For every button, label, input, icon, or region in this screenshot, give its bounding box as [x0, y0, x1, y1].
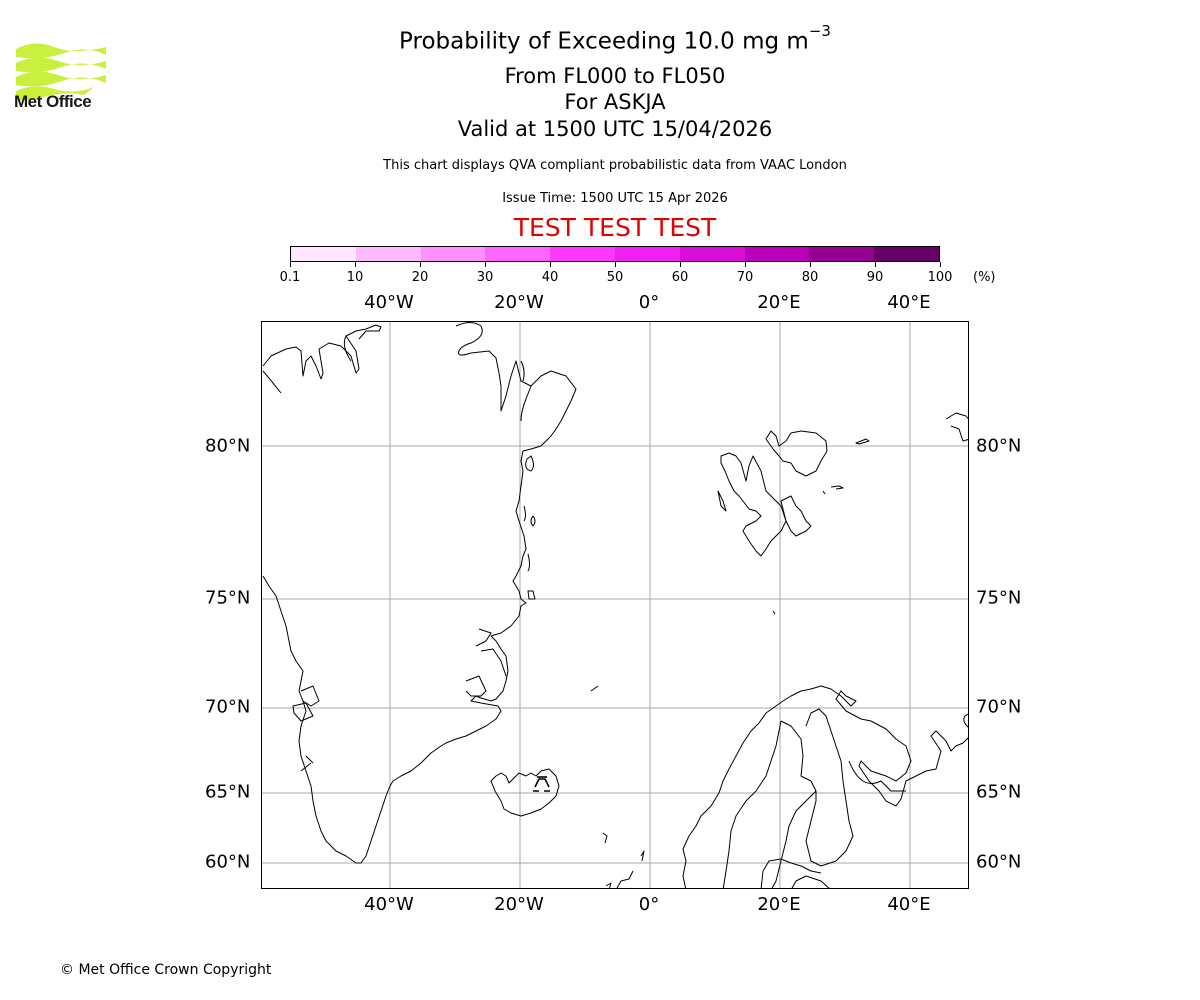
shetland — [640, 850, 645, 862]
lon-label-top: 40°E — [887, 292, 931, 313]
colorbar-tick — [355, 262, 356, 267]
lon-label-bottom: 40°W — [364, 894, 414, 915]
kvitoya — [855, 438, 870, 445]
valid-time: Valid at 1500 UTC 15/04/2026 — [457, 117, 773, 141]
lat-label-left: 60°N — [205, 851, 251, 873]
colorbar-tick-label: 80 — [801, 270, 819, 285]
lat-label-left: 70°N — [205, 696, 251, 718]
colorbar-tick-label: 10 — [346, 270, 364, 285]
lon-label-top: 20°E — [757, 292, 801, 313]
gridlines — [262, 322, 968, 888]
lat-label-left: 80°N — [205, 435, 251, 457]
colorbar-tick — [615, 262, 616, 267]
colorbar-segment — [550, 247, 615, 261]
volcano-marker-icon — [533, 776, 550, 792]
chart-description: This chart displays QVA compliant probab… — [383, 158, 847, 173]
colorbar-unit: (%) — [973, 270, 996, 285]
colorbar-segment — [809, 247, 875, 261]
lon-label-bottom: 40°E — [887, 894, 931, 915]
colorbar-tick-label: 50 — [606, 270, 624, 285]
lat-label-left: 65°N — [205, 781, 251, 803]
colorbar-tick-label: 90 — [866, 270, 884, 285]
map-frame[interactable] — [261, 321, 969, 889]
colorbar-tick — [290, 262, 291, 267]
colorbar-segment — [874, 247, 939, 261]
volcano-name: For ASKJA — [564, 90, 666, 114]
lon-label-top: 20°W — [494, 292, 544, 313]
jan-mayen — [590, 685, 599, 692]
probability-colorbar — [290, 246, 940, 262]
scandinavia-coast — [682, 685, 968, 888]
colorbar-tick — [745, 262, 746, 267]
colorbar-tick — [810, 262, 811, 267]
copyright-notice: © Met Office Crown Copyright — [60, 962, 272, 978]
lon-label-bottom: 20°E — [757, 894, 801, 915]
colorbar-tick-label: 20 — [411, 270, 429, 285]
lat-label-left: 75°N — [205, 587, 251, 609]
colorbar-segment — [485, 247, 551, 261]
colorbar-tick-label: 70 — [736, 270, 754, 285]
colorbar-segment — [420, 247, 486, 261]
lat-label-right: 80°N — [976, 435, 1022, 457]
colorbar-segment — [355, 247, 421, 261]
colorbar-tick — [940, 262, 941, 267]
test-banner: TEST TEST TEST — [513, 213, 717, 242]
franz-josef-land — [945, 412, 968, 442]
chart-title: Probability of Exceeding 10.0 mg m−3 — [399, 22, 831, 55]
lon-label-top: 40°W — [364, 292, 414, 313]
colorbar-tick — [485, 262, 486, 267]
colorbar-tick — [550, 262, 551, 267]
bear-island — [772, 610, 776, 615]
colorbar-segment — [679, 247, 745, 261]
met-office-wave-logo-icon — [16, 43, 106, 101]
issue-time: Issue Time: 1500 UTC 15 Apr 2026 — [502, 191, 728, 206]
colorbar-segment — [744, 247, 810, 261]
lon-label-bottom: 20°W — [494, 894, 544, 915]
colorbar-tick-label: 0.1 — [279, 270, 301, 285]
greenland-north-coast — [262, 324, 382, 380]
colorbar-tick — [680, 262, 681, 267]
colorbar-tick-label: 60 — [671, 270, 689, 285]
colorbar-tick-label: 40 — [541, 270, 559, 285]
colorbar-tick — [875, 262, 876, 267]
lat-label-right: 60°N — [976, 851, 1022, 873]
flight-level-range: From FL000 to FL050 — [504, 64, 726, 88]
greenland-east-coast — [262, 322, 577, 864]
colorbar-segment — [614, 247, 680, 261]
svalbard — [720, 452, 787, 557]
colorbar-tick-label: 100 — [927, 270, 953, 285]
lon-label-bottom: 0° — [638, 894, 660, 915]
lon-label-top: 0° — [638, 292, 660, 313]
colorbar-tick — [420, 262, 421, 267]
coastline-map — [262, 322, 968, 888]
met-office-logo-text: Met Office — [14, 92, 92, 111]
iceland — [490, 768, 560, 817]
colorbar-tick-label: 30 — [476, 270, 494, 285]
faroe-islands — [602, 832, 608, 844]
colorbar-segment — [291, 247, 356, 261]
lat-label-right: 65°N — [976, 781, 1022, 803]
lat-label-right: 70°N — [976, 696, 1022, 718]
lat-label-right: 75°N — [976, 587, 1022, 609]
